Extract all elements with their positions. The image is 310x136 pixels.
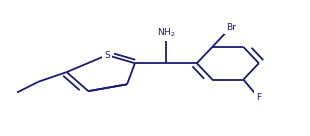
Text: S: S (104, 51, 110, 60)
Text: NH$_2$: NH$_2$ (157, 26, 175, 39)
Text: Br: Br (226, 23, 236, 32)
Text: F: F (256, 93, 261, 102)
